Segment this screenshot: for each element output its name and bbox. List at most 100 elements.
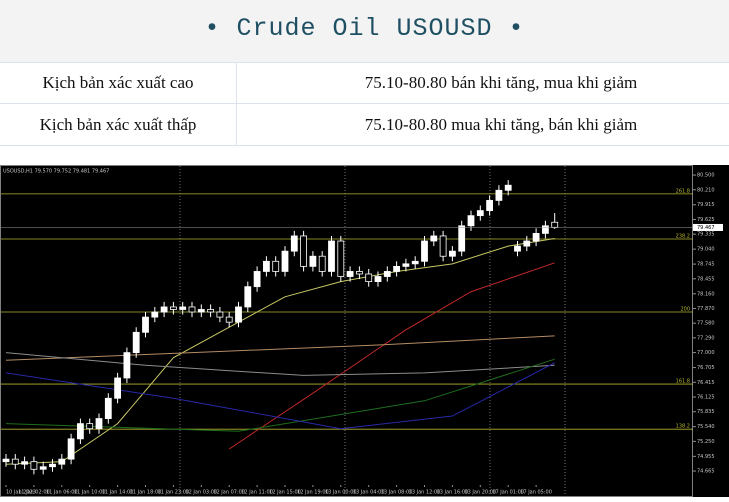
chart: USOUSD,H1 79.570 79.752 79.481 79.467 80… [0, 165, 729, 497]
candle-body [524, 241, 530, 246]
candle-body [161, 307, 167, 312]
y-tick-label: 80.500 [697, 173, 715, 179]
candle-body [189, 307, 195, 312]
candle-body [77, 424, 83, 439]
y-tick-label: 75.250 [697, 439, 715, 445]
table-cell: Kịch bản xác xuất thấp [0, 104, 237, 146]
candle-body [533, 233, 539, 241]
scenario-table: Kịch bản xác xuất cao 75.10-80.80 bán kh… [0, 62, 729, 146]
candle-body [542, 226, 548, 234]
candle-body [515, 246, 521, 251]
candle-body [440, 236, 446, 256]
level-label: 161.8 [676, 379, 690, 385]
y-tick-label: 77.290 [697, 335, 715, 341]
y-tick-label: 75.540 [697, 424, 715, 430]
y-tick-label: 78.160 [697, 291, 715, 297]
candle-body [96, 419, 102, 429]
candle-body [217, 312, 223, 317]
candle-body [412, 261, 418, 264]
candle-body [366, 274, 372, 282]
table-cell: 75.10-80.80 mua khi tăng, bán khi giảm [237, 104, 729, 146]
y-tick-label: 76.415 [697, 380, 715, 386]
candle-body [422, 241, 428, 261]
candle-body [375, 277, 381, 282]
candle-body [236, 307, 242, 322]
candle-body [208, 309, 214, 312]
y-tick-label: 75.835 [697, 409, 715, 415]
current-price-label: 79.467 [697, 225, 715, 231]
y-tick-label: 79.625 [697, 217, 715, 223]
candle-body [59, 459, 65, 464]
candle-body [263, 261, 269, 271]
y-tick-label: 79.040 [697, 247, 715, 253]
candle-body [449, 251, 455, 256]
level-label: 200 [680, 307, 690, 313]
candle-body [282, 251, 288, 271]
candle-body [143, 317, 149, 332]
candle-body [329, 241, 335, 271]
candle-body [198, 309, 204, 312]
y-tick-label: 77.580 [697, 321, 715, 327]
table-cell: 75.10-80.80 bán khi tăng, mua khi giảm [237, 62, 729, 104]
y-tick-label: 79.335 [697, 232, 715, 238]
level-label: 238.2 [676, 233, 690, 239]
level-label: 261.8 [676, 188, 690, 194]
candle-body [170, 307, 176, 310]
level-label: 138.2 [676, 424, 690, 430]
x-tick-label: 17 Jan 05:00 [520, 490, 552, 496]
y-tick-label: 76.125 [697, 394, 715, 400]
header: • Crude Oil USOUSD • [0, 0, 729, 63]
y-tick-label: 78.455 [697, 276, 715, 282]
y-tick-label: 74.665 [697, 469, 715, 475]
candle-body [124, 353, 130, 378]
y-tick-label: 79.915 [697, 202, 715, 208]
candle-body [105, 398, 111, 418]
candle-body [152, 312, 158, 317]
candle-body [505, 185, 511, 190]
candle-body [245, 287, 251, 307]
candle-body [319, 256, 325, 271]
candle-body [31, 462, 37, 470]
candle-body [254, 271, 260, 286]
title: • Crude Oil USOUSD • [0, 0, 729, 62]
candle-body [310, 256, 316, 266]
candle-body [356, 271, 362, 274]
candle-body [394, 266, 400, 271]
candle-body [3, 459, 9, 462]
plot-border [1, 166, 693, 497]
candle-body [273, 261, 279, 271]
y-tick-label: 78.745 [697, 262, 715, 268]
table-row: Kịch bản xác xuất cao 75.10-80.80 bán kh… [0, 62, 729, 104]
candle-body [477, 211, 483, 216]
candle-body [487, 200, 493, 210]
candle-body [301, 236, 307, 266]
candle-body [115, 378, 121, 398]
candle-body [40, 467, 46, 470]
candle-body [50, 464, 56, 467]
candle-body [403, 264, 409, 267]
candle-body [468, 216, 474, 226]
candle-body [291, 236, 297, 251]
candle-body [496, 190, 502, 200]
candle-body [87, 424, 93, 429]
candle-body [338, 241, 344, 277]
y-tick-label: 80.210 [697, 187, 715, 193]
candle-body [133, 332, 139, 352]
chart-title: USOUSD,H1 79.570 79.752 79.481 79.467 [3, 169, 109, 175]
candle-body [22, 462, 28, 465]
candle-body [431, 236, 437, 241]
candle-body [226, 317, 232, 322]
candle-body [347, 271, 353, 276]
y-tick-label: 77.000 [697, 350, 715, 356]
candle-body [180, 307, 186, 310]
y-tick-label: 77.870 [697, 306, 715, 312]
candle-body [68, 439, 74, 459]
candle-body [384, 271, 390, 276]
table-row: Kịch bản xác xuất thấp 75.10-80.80 mua k… [0, 104, 729, 146]
table-cell: Kịch bản xác xuất cao [0, 62, 237, 104]
candle-body [12, 459, 18, 464]
y-tick-label: 76.705 [697, 365, 715, 371]
candle-body [552, 222, 558, 227]
y-tick-label: 74.955 [697, 454, 715, 460]
